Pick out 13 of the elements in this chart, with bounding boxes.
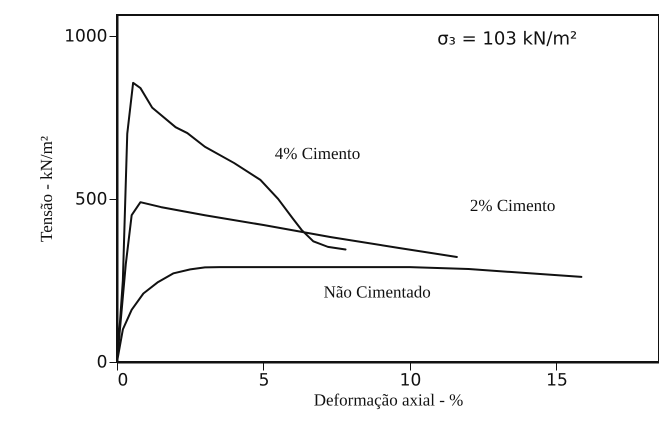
x-tick-label: 0 <box>118 370 128 390</box>
y-tick-label: 0 <box>96 352 108 372</box>
x-tick-label: 15 <box>546 370 568 390</box>
text: 2% Cimento <box>470 196 556 215</box>
y-axis-title: Tensão - kN/m² <box>37 136 56 242</box>
x-tick-label: 10 <box>400 370 422 390</box>
annotation: σ₃ = 103 kN/m² <box>437 28 578 50</box>
series-label: Não Cimentado <box>324 282 431 302</box>
y-tick-label: 1000 <box>64 26 108 46</box>
y-tick-label: 500 <box>75 189 108 210</box>
x-axis-title: Deformação axial - % <box>314 390 464 410</box>
series-label: 4% Cimento <box>274 144 360 163</box>
x-tick-label: 5 <box>258 370 270 390</box>
